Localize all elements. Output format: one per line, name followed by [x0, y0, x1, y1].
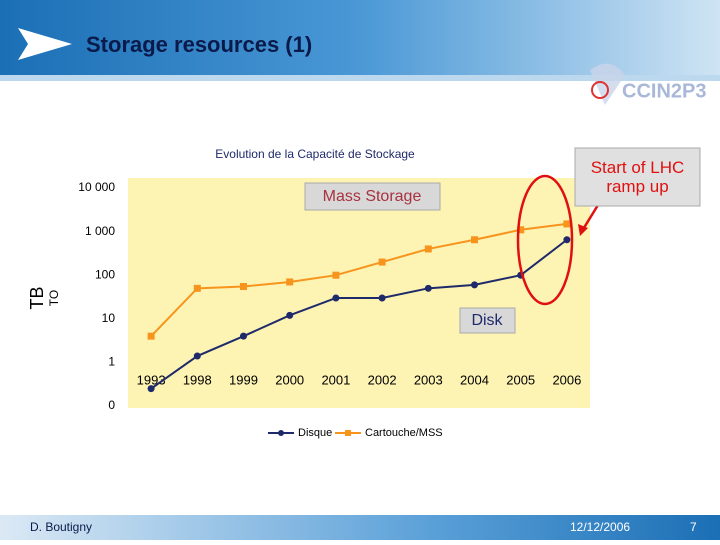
callout-box: [574, 147, 701, 207]
highlight-ellipse: [516, 174, 574, 306]
marker: [286, 311, 294, 319]
marker: [563, 236, 571, 244]
page-number: 7: [690, 520, 697, 534]
x-tick-label: 2001: [321, 372, 350, 387]
marker: [286, 278, 294, 286]
marker: [471, 236, 478, 244]
legend-label: Cartouche/MSS: [365, 427, 443, 439]
x-tick-label: 2000: [275, 372, 304, 387]
x-tick-label: 2003: [414, 372, 443, 387]
header-band: [0, 0, 720, 75]
annotation-box: [304, 182, 441, 211]
marker: [147, 332, 155, 340]
annotation: Disk: [471, 312, 503, 329]
legend-marker: [278, 430, 284, 436]
marker: [240, 332, 247, 340]
y-tick-label: 1: [108, 355, 115, 369]
annotation: Mass Storage: [323, 188, 422, 205]
marker: [240, 283, 247, 291]
header-stripe: [0, 75, 720, 81]
annotation-box: [459, 307, 516, 334]
date: 12/12/2006: [570, 520, 630, 534]
author: D. Boutigny: [30, 520, 92, 534]
x-tick-label: 1998: [183, 372, 212, 387]
y-axis-label-alt: TO: [47, 290, 61, 306]
logo: CCIN2P3: [590, 63, 706, 105]
legend: Disque Cartouche/MSS: [268, 427, 443, 439]
y-axis-label: TB: [27, 286, 47, 309]
legend-marker: [345, 430, 351, 436]
legend-label: Disque: [298, 427, 332, 439]
x-tick-label: 2005: [506, 372, 535, 387]
y-tick-label: 1 000: [85, 224, 115, 238]
y-tick-label: 0: [108, 398, 115, 412]
logo-text: CCIN2P3: [622, 80, 706, 102]
y-tick-label: 100: [95, 267, 115, 281]
marker: [193, 352, 201, 360]
x-tick-label: 2004: [460, 372, 489, 387]
chart-title: Evolution de la Capacité de Stockage: [215, 147, 415, 161]
plot: 1993 1998 1999 2000 2001 2002 2003 2004 2005 2006: [137, 220, 581, 393]
callout-arrowhead: [578, 224, 588, 236]
x-tick-label: 1999: [229, 372, 258, 387]
marker: [147, 385, 155, 393]
y-tick-label: 10 000: [78, 180, 115, 194]
marker: [378, 294, 386, 302]
x-tick-label: 2006: [552, 372, 581, 387]
callout-holder: Start of LHC ramp up: [590, 158, 685, 196]
marker: [332, 294, 340, 302]
plot-area: [128, 178, 590, 408]
marker: [563, 220, 571, 228]
marker: [424, 245, 432, 253]
header-arrow: [18, 28, 72, 60]
marker: [471, 281, 478, 289]
x-tick-label: 2002: [368, 372, 397, 387]
slide-title: Storage resources (1): [86, 32, 312, 57]
marker: [378, 258, 386, 266]
footer-band: [0, 515, 720, 540]
callout-text: Start of LHC ramp up: [590, 158, 685, 196]
series-line: [150, 222, 568, 337]
series-line: [150, 238, 568, 390]
callout-arrow: [580, 204, 600, 232]
marker: [332, 271, 340, 279]
y-tick-label: 10: [102, 311, 116, 325]
marker: [424, 284, 432, 292]
marker: [517, 226, 525, 234]
marker: [193, 284, 201, 292]
